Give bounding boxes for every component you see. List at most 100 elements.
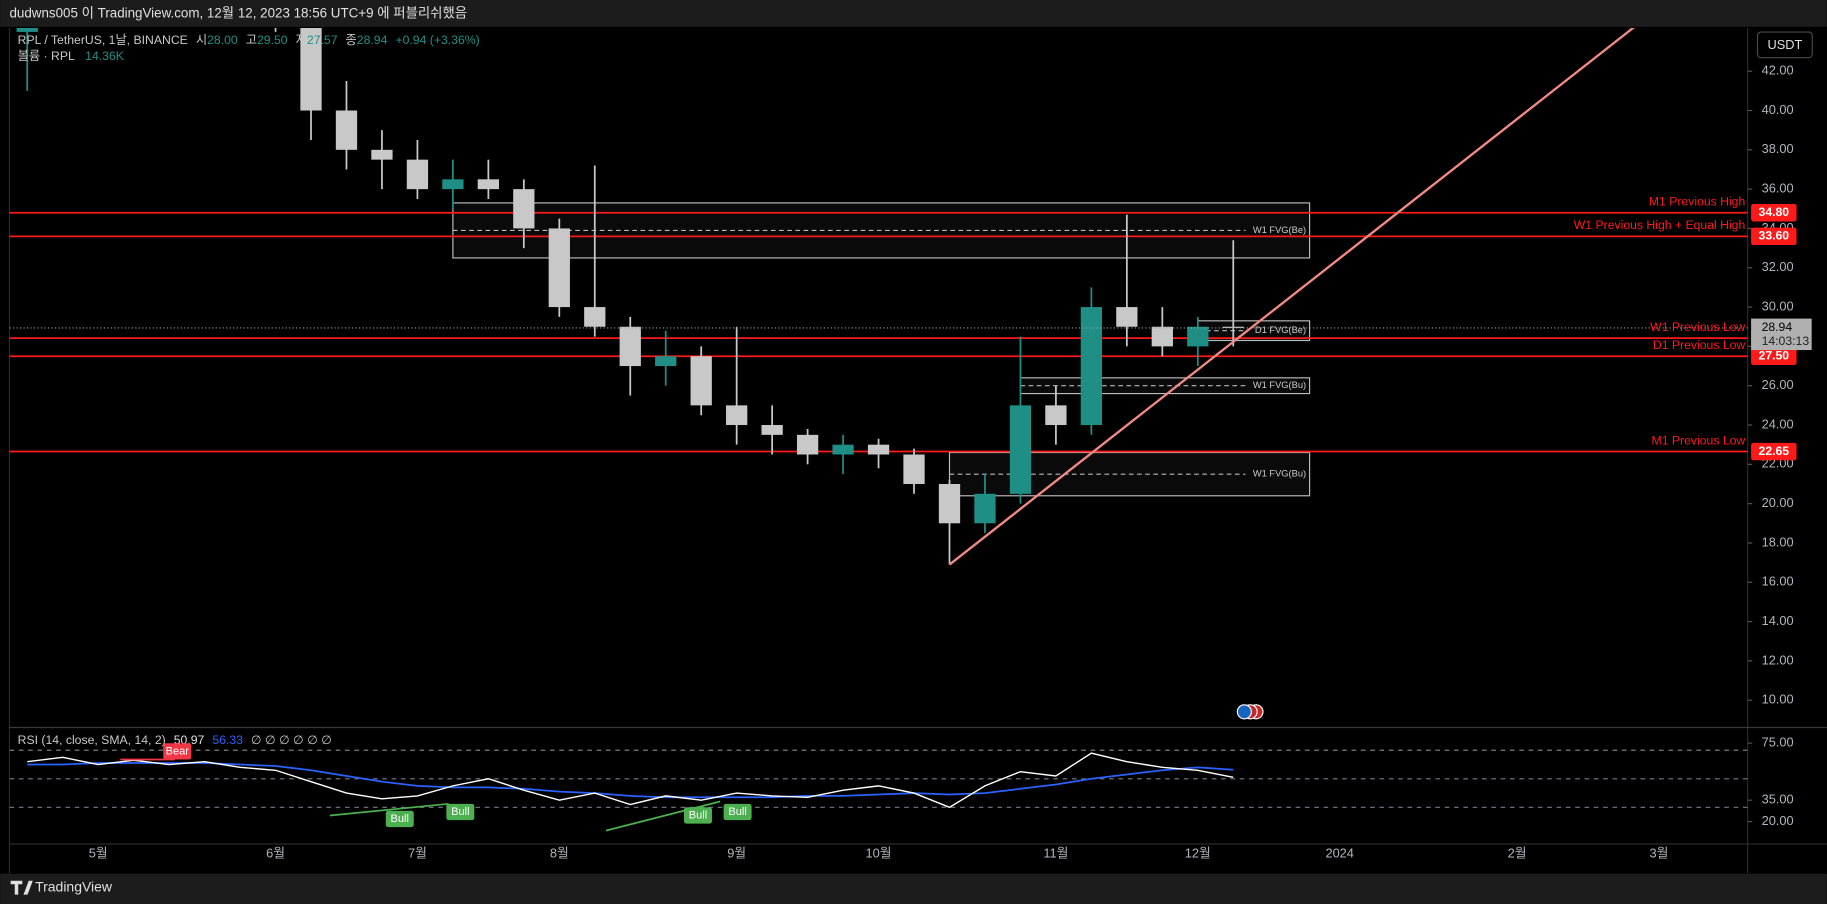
fvg-label: D1 FVG(Be)	[1255, 325, 1306, 335]
fvg-label: W1 FVG(Bu)	[1253, 380, 1306, 390]
rsi-legend: RSI (14, close, SMA, 14, 2) 50.97 56.33 …	[18, 733, 332, 747]
brand-logo	[10, 880, 33, 895]
candle-body	[655, 356, 677, 367]
level-tag	[1751, 203, 1797, 222]
currency-button[interactable]	[1756, 31, 1813, 59]
legend-low-name: 저	[296, 33, 307, 47]
volume-value: 14.36K	[85, 49, 125, 63]
candle-body	[1009, 405, 1032, 494]
signal-tag	[446, 803, 475, 821]
candle-body	[513, 189, 535, 229]
volume-legend: 볼륨 · RPL 14.36K	[18, 49, 125, 63]
level-name: D1 Previous Low	[1653, 338, 1746, 352]
signal-tag	[684, 807, 712, 824]
candle-body	[832, 444, 854, 455]
y-tick-label: 14.00	[1762, 613, 1794, 628]
symbol-legend: RPL / TetherUS, 1날, BINANCE 시28.00 고29.5…	[18, 33, 480, 47]
fvg-label: W1 FVG(Bu)	[1253, 469, 1306, 479]
rsi-line	[27, 752, 1234, 809]
candle-body	[974, 493, 996, 524]
y-tick-label: 30.00	[1762, 298, 1794, 313]
candle-body	[867, 444, 890, 455]
y-tick-label: 42.00	[1762, 63, 1794, 78]
candle-body	[477, 179, 500, 190]
footer-bar	[0, 873, 1827, 904]
rsi-y-tick-label: 20.00	[1762, 813, 1794, 828]
currency-label[interactable]: USDT	[1767, 37, 1802, 52]
candle-body	[1116, 307, 1138, 327]
legend-close: 28.94	[357, 33, 388, 47]
fvg-label: W1 FVG(Be)	[1253, 225, 1306, 235]
level-tag-label: 22.65	[1759, 444, 1790, 458]
legend-high-name: 고	[246, 33, 257, 47]
current-price-label: 28.94	[1762, 320, 1793, 334]
candle-body	[371, 149, 393, 160]
y-tick-label: 26.00	[1762, 377, 1794, 392]
candle-body	[300, 27, 322, 111]
x-tick-label: 9월	[727, 845, 746, 860]
level-tag	[1751, 442, 1797, 461]
rsi-extra: ∅ ∅ ∅ ∅ ∅ ∅	[251, 733, 332, 747]
header-bar	[0, 0, 1827, 27]
trendline	[948, 27, 1635, 566]
x-tick-label: 11월	[1043, 845, 1068, 860]
level-tag-label: 34.80	[1759, 205, 1790, 219]
candle-body	[406, 159, 429, 190]
legend-low: 27.57	[307, 33, 338, 47]
candle-body	[761, 425, 783, 435]
candle-body	[442, 179, 464, 190]
candle-body	[1222, 326, 1244, 328]
y-tick-label: 18.00	[1762, 534, 1794, 549]
x-tick-label: 12월	[1185, 845, 1211, 860]
y-tick-label: 20.00	[1762, 495, 1794, 510]
price-pane	[9, 27, 1748, 566]
candle-body	[584, 307, 606, 327]
volume-label: 볼륨 · RPL	[18, 49, 75, 63]
candle-body	[335, 110, 358, 150]
event-icon	[1236, 704, 1264, 720]
y-tick-label: 36.00	[1762, 181, 1794, 196]
publish-info: dudwns005 이 TradingView.com, 12월 12, 202…	[10, 6, 468, 21]
candle-body	[619, 326, 641, 367]
candle-body	[938, 483, 961, 524]
candle-body	[16, 27, 38, 32]
signal-tag	[385, 810, 414, 828]
signal-label: Bull	[728, 806, 746, 818]
level-name: M1 Previous Low	[1652, 433, 1746, 447]
level-tag-label: 27.50	[1759, 348, 1790, 362]
rsi-pane	[9, 749, 1748, 809]
y-tick-label: 12.00	[1762, 652, 1794, 667]
candle-body	[1080, 307, 1103, 426]
level-tag	[1751, 227, 1797, 246]
rsi-y-tick-label: 75.00	[1762, 734, 1794, 749]
rsi-ma-value: 56.33	[212, 733, 243, 747]
rsi-ma-line	[27, 762, 1234, 799]
legend-change: +0.94 (+3.36%)	[395, 33, 479, 47]
legend-open-name: 시	[196, 33, 207, 47]
brand-name: TradingView	[35, 878, 113, 894]
x-tick-label: 8월	[550, 845, 569, 860]
level-name: W1 Previous Low	[1650, 320, 1745, 334]
y-tick-label: 10.00	[1762, 692, 1794, 707]
signal-label: Bull	[391, 813, 409, 825]
legend-close-name: 종	[346, 33, 357, 47]
signal-label: Bull	[689, 809, 707, 821]
divergence-line	[605, 800, 721, 832]
y-tick-label: 38.00	[1762, 141, 1794, 156]
x-tick-label: 2024	[1325, 845, 1353, 860]
signal-label: Bear	[166, 745, 190, 757]
symbol-title: RPL / TetherUS, 1날, BINANCE	[18, 33, 188, 47]
y-tick-label: 24.00	[1762, 416, 1794, 431]
candle-body	[690, 356, 712, 406]
legend-high: 29.50	[257, 33, 288, 47]
legend-open: 28.00	[207, 33, 238, 47]
candle-body	[903, 454, 925, 484]
candle-body	[1187, 326, 1209, 347]
signal-tag	[723, 803, 752, 821]
current-price-tag	[1751, 318, 1812, 351]
rsi-title: RSI (14, close, SMA, 14, 2)	[18, 733, 166, 747]
x-tick-label: 5월	[89, 845, 108, 860]
candle-body	[726, 405, 748, 426]
divergence-line	[329, 802, 449, 817]
